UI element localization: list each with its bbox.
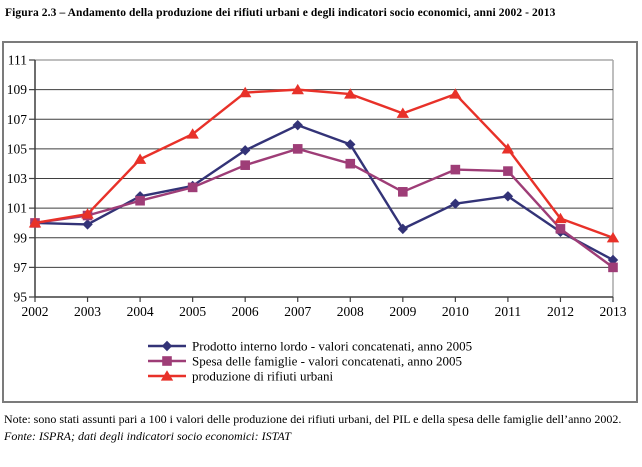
legend-item: produzione di rifiuti urbani [148,369,334,384]
x-tick-label: 2009 [389,304,416,319]
data-point [82,219,93,230]
data-point [344,88,357,99]
x-tick-label: 2006 [232,304,259,319]
y-tick-label: 101 [7,201,27,216]
y-tick-label: 107 [7,112,28,127]
data-point [502,191,514,202]
y-tick-label: 109 [7,82,28,97]
y-tick-label: 111 [8,53,27,68]
data-point [606,231,620,243]
legend: Prodotto interno lordo - valori concaten… [148,339,472,384]
series-line [34,123,614,262]
gridlines [35,89,613,268]
y-tick-label: 103 [7,171,28,186]
x-tick-label: 2008 [337,304,364,319]
y-tick-label: 97 [14,260,28,275]
note-text: Note: sono stati assunti pari a 100 i va… [4,412,622,426]
data-point [292,119,303,131]
x-axis-labels: 2002 2003 2004 2005 2006 2007 2008 2009 2010 2011… [22,297,627,319]
data-point [345,158,356,169]
series-line [34,147,614,269]
x-tick-label: 2012 [547,304,574,319]
data-point [291,83,304,95]
data-point [450,198,461,209]
x-tick-label: 2004 [127,304,154,319]
data-point [345,139,356,150]
data-point [449,88,462,99]
y-axis-labels: 95 97 99 101 103 105 107 109 111 [7,53,35,305]
figure-title: Figura 2.3 – Andamento della produzione … [5,7,556,19]
chart-container: 95 97 99 101 103 105 107 109 111 2002 2003 2004 2005… [2,41,638,403]
legend-item: Spesa delle famiglie - valori concatenat… [148,354,462,369]
line-chart: 95 97 99 101 103 105 107 109 111 2002 2003 2004 2005… [7,53,627,384]
series-3 [28,83,620,243]
x-tick-label: 2005 [179,304,206,319]
data-point [450,164,461,175]
series-line [34,88,614,239]
data-point [161,340,173,352]
y-tick-label: 105 [7,141,28,156]
data-point [81,208,94,219]
data-point [28,217,42,228]
data-point [187,182,198,193]
data-point [135,195,145,206]
data-point [397,223,409,235]
series-1 [29,119,619,266]
notes: Note: sono stati assunti pari a 100 i va… [4,411,638,444]
data-point [607,254,619,266]
x-tick-label: 2003 [74,304,101,319]
x-tick-label: 2002 [22,304,49,319]
data-point [240,160,250,170]
x-tick-label: 2007 [284,304,311,319]
legend-label: produzione di rifiuti urbani [192,369,334,384]
x-tick-label: 2011 [495,304,522,319]
data-point [292,144,303,154]
legend-label: Prodotto interno lordo - valori concaten… [192,339,472,354]
y-tick-label: 99 [14,230,28,245]
y-tick-label: 95 [14,290,28,305]
data-point [238,86,252,98]
data-point [554,212,567,224]
data-point [186,128,199,139]
source-text: Fonte: ISPRA; dati degli indicatori soci… [4,428,291,443]
data-point [160,370,174,381]
data-point [396,107,410,118]
x-tick-label: 2010 [442,304,469,319]
data-point [398,187,408,197]
x-tick-label: 2013 [600,304,627,319]
data-point [239,145,251,156]
legend-item: Prodotto interno lordo - valori concaten… [148,339,472,354]
data-point [503,166,513,176]
data-point [162,356,172,366]
data-point [133,153,147,164]
data-point [555,224,566,234]
legend-label: Spesa delle famiglie - valori concatenat… [192,354,462,369]
data-point [501,143,515,154]
data-point [608,262,618,273]
